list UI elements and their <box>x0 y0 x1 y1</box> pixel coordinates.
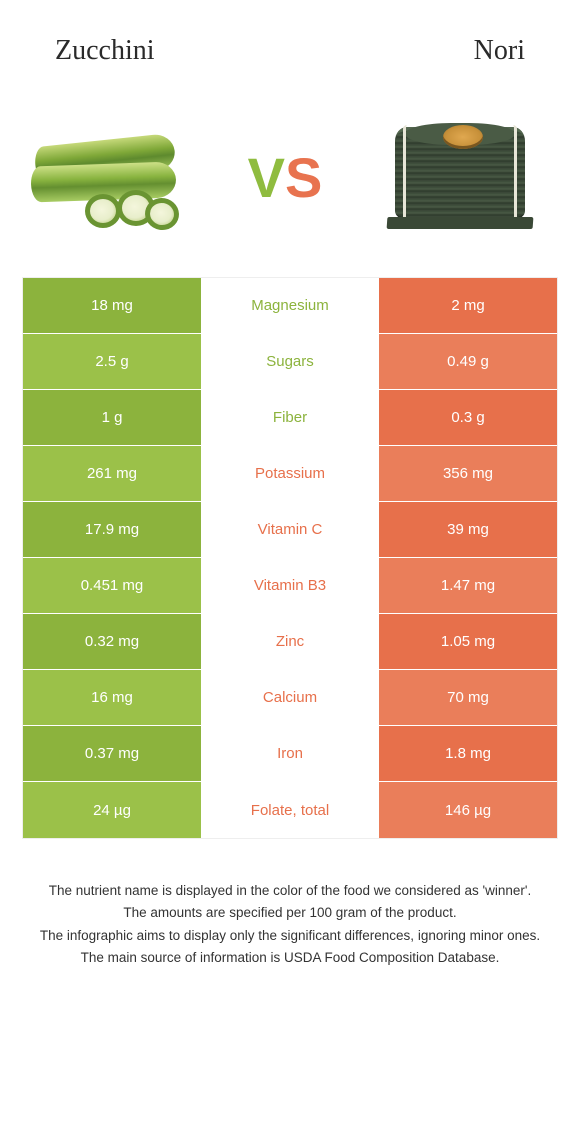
food-image-right <box>370 117 550 237</box>
footnote-line: The amounts are specified per 100 gram o… <box>28 903 552 923</box>
cell-nutrient-label: Potassium <box>201 446 379 501</box>
cell-right-value: 1.8 mg <box>379 726 557 781</box>
cell-nutrient-label: Sugars <box>201 334 379 389</box>
cell-left-value: 18 mg <box>23 278 201 333</box>
footnotes: The nutrient name is displayed in the co… <box>0 839 580 968</box>
cell-left-value: 16 mg <box>23 670 201 725</box>
table-row: 16 mgCalcium70 mg <box>23 670 557 726</box>
cell-nutrient-label: Magnesium <box>201 278 379 333</box>
cell-right-value: 0.3 g <box>379 390 557 445</box>
cell-left-value: 0.32 mg <box>23 614 201 669</box>
cell-right-value: 2 mg <box>379 278 557 333</box>
nori-icon <box>375 117 545 237</box>
cell-left-value: 17.9 mg <box>23 502 201 557</box>
header: Zucchini Nori <box>0 0 580 87</box>
footnote-line: The infographic aims to display only the… <box>28 926 552 946</box>
cell-left-value: 261 mg <box>23 446 201 501</box>
hero-row: VS <box>0 87 580 277</box>
cell-right-value: 356 mg <box>379 446 557 501</box>
cell-nutrient-label: Vitamin C <box>201 502 379 557</box>
cell-nutrient-label: Iron <box>201 726 379 781</box>
table-row: 2.5 gSugars0.49 g <box>23 334 557 390</box>
title-left: Zucchini <box>55 35 155 67</box>
cell-nutrient-label: Fiber <box>201 390 379 445</box>
cell-left-value: 1 g <box>23 390 201 445</box>
cell-left-value: 0.451 mg <box>23 558 201 613</box>
table-row: 261 mgPotassium356 mg <box>23 446 557 502</box>
cell-left-value: 0.37 mg <box>23 726 201 781</box>
cell-right-value: 1.05 mg <box>379 614 557 669</box>
cell-nutrient-label: Zinc <box>201 614 379 669</box>
footnote-line: The nutrient name is displayed in the co… <box>28 881 552 901</box>
table-row: 17.9 mgVitamin C39 mg <box>23 502 557 558</box>
table-row: 18 mgMagnesium2 mg <box>23 278 557 334</box>
title-right: Nori <box>474 35 525 67</box>
cell-nutrient-label: Calcium <box>201 670 379 725</box>
cell-right-value: 70 mg <box>379 670 557 725</box>
vs-v: V <box>248 146 285 209</box>
cell-left-value: 2.5 g <box>23 334 201 389</box>
cell-right-value: 39 mg <box>379 502 557 557</box>
vs-s: S <box>285 146 322 209</box>
table-row: 0.32 mgZinc1.05 mg <box>23 614 557 670</box>
table-row: 0.451 mgVitamin B31.47 mg <box>23 558 557 614</box>
cell-right-value: 1.47 mg <box>379 558 557 613</box>
footnote-line: The main source of information is USDA F… <box>28 948 552 968</box>
zucchini-icon <box>25 122 195 232</box>
table-row: 24 µgFolate, total146 µg <box>23 782 557 838</box>
cell-right-value: 146 µg <box>379 782 557 838</box>
cell-left-value: 24 µg <box>23 782 201 838</box>
cell-nutrient-label: Folate, total <box>201 782 379 838</box>
table-row: 0.37 mgIron1.8 mg <box>23 726 557 782</box>
cell-right-value: 0.49 g <box>379 334 557 389</box>
table-row: 1 gFiber0.3 g <box>23 390 557 446</box>
food-image-left <box>20 117 200 237</box>
vs-label: VS <box>238 145 333 210</box>
comparison-table: 18 mgMagnesium2 mg2.5 gSugars0.49 g1 gFi… <box>22 277 558 839</box>
cell-nutrient-label: Vitamin B3 <box>201 558 379 613</box>
